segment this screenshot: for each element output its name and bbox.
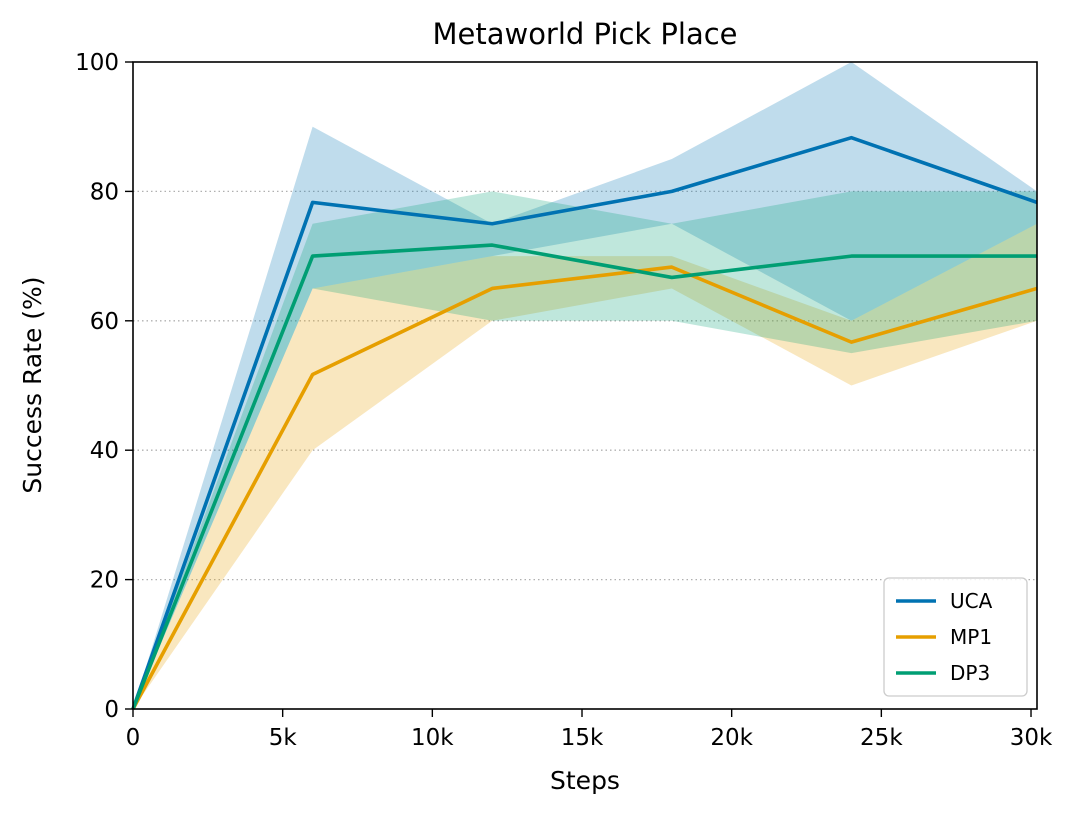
legend-label-dp3: DP3 (950, 661, 990, 685)
band-dp3 (133, 191, 1037, 709)
y-tick-label-3: 60 (90, 309, 119, 335)
band-uca (133, 62, 1037, 709)
legend-label-mp1: MP1 (950, 625, 992, 649)
y-axis-label: Success Rate (%) (18, 276, 47, 493)
series-line-uca (131, 135, 1038, 710)
legend-box (883, 577, 1028, 697)
y-tick-label-4: 80 (90, 179, 119, 205)
band-mp1 (133, 223, 1037, 709)
x-tick-label-0: 0 (126, 725, 141, 751)
x-tick-label-4: 20k (710, 725, 753, 751)
series-line-dp3 (131, 243, 1037, 710)
y-tick-label-0: 0 (104, 697, 119, 723)
axis-ticks: 0 5k 10k 15k 20k 25k 30k 0 20 40 60 80 100 (75, 50, 1053, 751)
y-tick-label-5: 100 (75, 50, 119, 76)
chart-title: Metaworld Pick Place (432, 17, 737, 51)
y-tick-label-1: 20 (90, 568, 119, 594)
x-tick-label-3: 15k (561, 725, 604, 751)
x-axis-label: Steps (550, 766, 620, 795)
confidence-bands (133, 62, 1037, 709)
legend-label-uca: UCA (950, 589, 993, 613)
y-tick-label-2: 40 (90, 438, 119, 464)
x-tick-label-6: 30k (1010, 725, 1053, 751)
series-lines (131, 135, 1038, 710)
x-tick-label-2: 10k (411, 725, 454, 751)
legend: UCA MP1 DP3 (883, 577, 1028, 697)
x-tick-label-1: 5k (269, 725, 298, 751)
series-line-mp1 (131, 265, 1038, 710)
x-tick-label-5: 25k (860, 725, 903, 751)
plot-frame (132, 61, 1038, 710)
